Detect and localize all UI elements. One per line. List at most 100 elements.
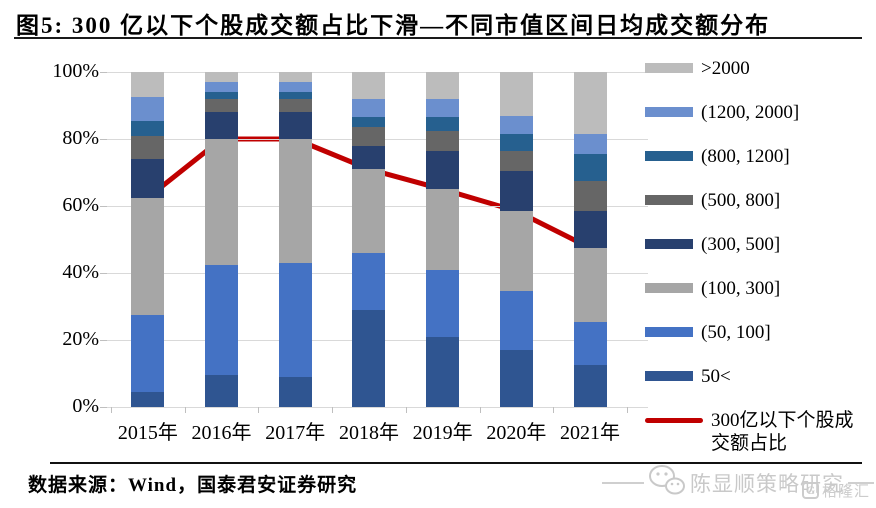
y-tick — [100, 406, 107, 408]
x-axis-label: 2018年 — [338, 422, 399, 444]
bar-segment — [131, 97, 165, 121]
x-tick — [553, 407, 555, 413]
figure-title: 图5: 300 亿以下个股成交额占比下滑—不同市值区间日均成交额分布 — [16, 13, 771, 38]
x-axis-label: 2020年 — [486, 422, 547, 444]
bar-segment — [426, 336, 460, 407]
watermark-rule-right — [848, 481, 874, 484]
bar-segment — [205, 72, 239, 83]
bar-segment — [205, 112, 239, 139]
legend-item: (1200, 2000] — [645, 101, 799, 124]
bar-segment — [573, 247, 607, 322]
bar-segment — [278, 112, 312, 139]
y-tick — [100, 272, 107, 274]
y-axis-label: 40% — [62, 261, 99, 283]
legend-label: 300亿以下个股成交额占比 — [711, 410, 854, 454]
legend-label: (1200, 2000] — [701, 102, 800, 123]
bar-segment — [278, 72, 312, 83]
bar-2016年 — [205, 72, 239, 407]
bar-segment — [352, 169, 386, 253]
x-tick — [479, 407, 481, 413]
plot-area — [100, 71, 648, 413]
x-axis-label: 2017年 — [265, 422, 326, 444]
bar-segment — [205, 92, 239, 99]
gridline — [107, 71, 648, 73]
bar-segment — [499, 211, 533, 292]
bar-segment — [352, 72, 386, 99]
y-tick — [100, 339, 107, 341]
bar-segment — [205, 82, 239, 93]
bar-segment — [205, 98, 239, 113]
legend-item: (100, 300] — [645, 277, 780, 300]
legend-label: 50< — [701, 366, 731, 387]
bar-segment — [278, 92, 312, 99]
bar-segment — [352, 98, 386, 118]
bar-segment — [499, 72, 533, 116]
legend-item: (300, 500] — [645, 233, 780, 256]
bar-segment — [131, 314, 165, 392]
gelonhui-icon: G — [801, 482, 819, 499]
legend-swatch — [645, 283, 693, 293]
bar-segment — [205, 139, 239, 265]
x-tick — [405, 407, 407, 413]
legend-swatch — [645, 371, 693, 381]
bar-segment — [426, 117, 460, 131]
bar-segment — [426, 269, 460, 337]
x-axis-label: 2019年 — [412, 422, 473, 444]
footer-divider — [50, 462, 862, 464]
bar-segment — [278, 376, 312, 407]
bar-segment — [278, 139, 312, 263]
legend-label: (50, 100] — [701, 322, 771, 343]
legend-label: (100, 300] — [701, 278, 781, 299]
bar-segment — [131, 135, 165, 160]
bar-segment — [352, 252, 386, 310]
bar-segment — [278, 98, 312, 113]
bar-segment — [573, 321, 607, 366]
bar-segment — [573, 133, 607, 155]
x-tick — [258, 407, 260, 413]
wechat-icon — [648, 464, 686, 501]
bar-2021年 — [573, 72, 607, 407]
bar-segment — [352, 117, 386, 128]
y-tick — [100, 71, 107, 73]
legend-label: (500, 800] — [701, 190, 781, 211]
bar-segment — [278, 262, 312, 377]
bar-segment — [499, 133, 533, 151]
legend-line-swatch — [645, 418, 703, 423]
bar-segment — [278, 82, 312, 93]
legend-label: >2000 — [701, 58, 750, 79]
bar-segment — [131, 391, 165, 407]
title-divider — [14, 37, 862, 39]
legend-swatch — [645, 327, 693, 337]
gridline — [107, 406, 648, 408]
bar-segment — [573, 365, 607, 407]
bar-segment — [205, 375, 239, 407]
legend-label: (800, 1200] — [701, 146, 790, 167]
bar-segment — [426, 72, 460, 99]
legend-label: (300, 500] — [701, 234, 781, 255]
bar-segment — [352, 309, 386, 407]
bar-segment — [131, 197, 165, 315]
legend-item: (500, 800] — [645, 189, 780, 212]
bar-segment — [131, 120, 165, 136]
x-tick — [332, 407, 334, 413]
bar-segment — [573, 211, 607, 248]
x-axis-label: 2015年 — [117, 422, 178, 444]
y-axis-label: 100% — [52, 60, 99, 82]
bar-segment — [352, 145, 386, 170]
gelonhui-logo-text: 格隆汇 — [821, 484, 870, 500]
legend-swatch — [645, 151, 693, 161]
bar-segment — [499, 350, 533, 407]
bar-segment — [573, 180, 607, 212]
y-axis-label: 60% — [62, 194, 99, 216]
x-tick — [626, 407, 628, 413]
bar-segment — [426, 189, 460, 270]
data-source: 数据来源：Wind，国泰君安证券研究 — [28, 475, 358, 496]
watermark-rule-left — [602, 481, 644, 484]
bar-segment — [499, 291, 533, 351]
legend-swatch — [645, 195, 693, 205]
bar-segment — [426, 150, 460, 190]
legend-item-line: 300亿以下个股成交额占比 — [645, 409, 861, 455]
legend-item: (800, 1200] — [645, 145, 790, 168]
x-tick — [111, 407, 112, 413]
